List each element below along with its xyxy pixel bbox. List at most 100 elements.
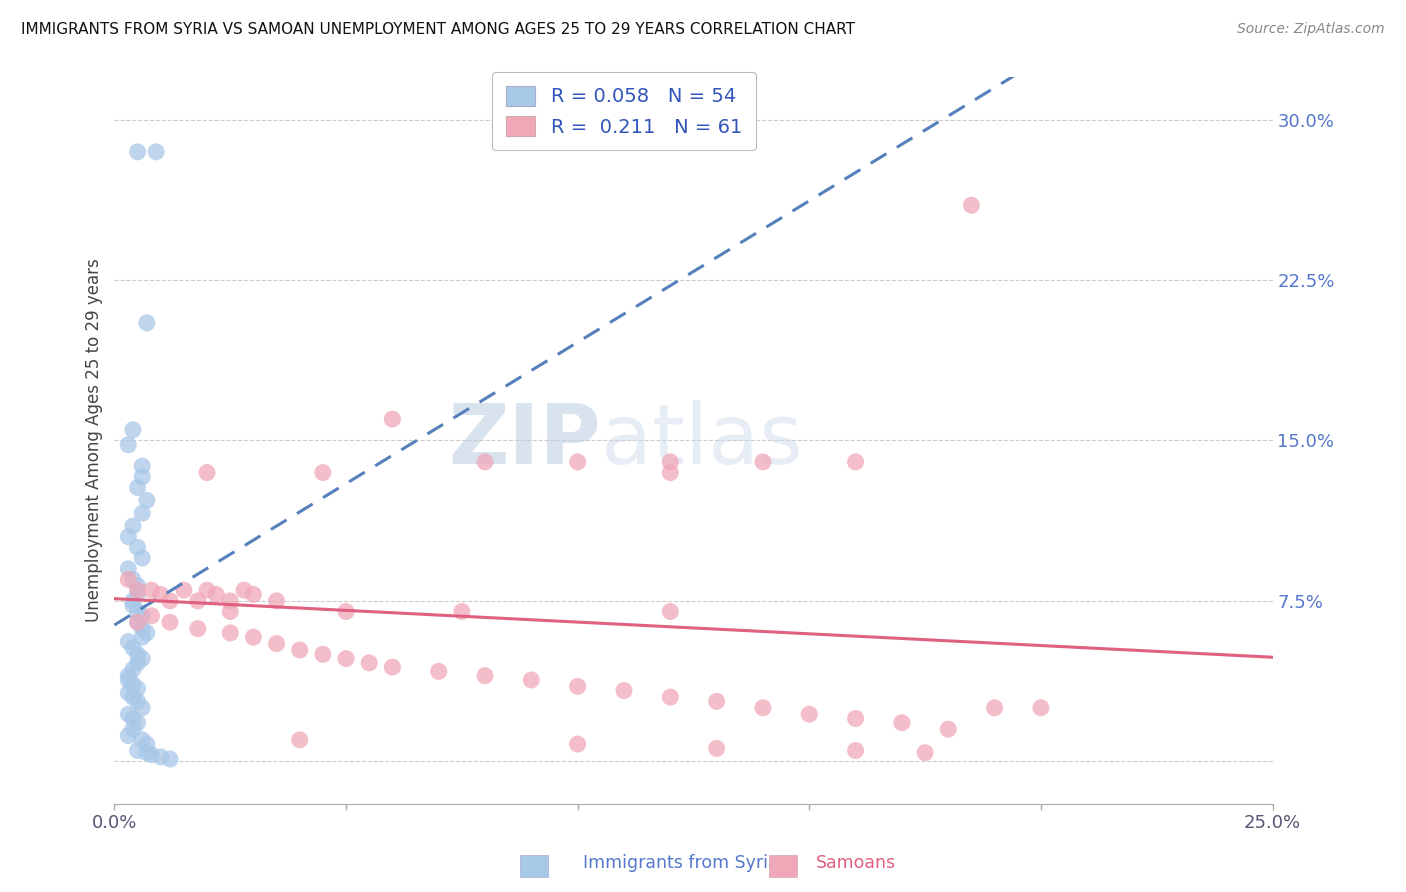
Point <box>127 587 149 601</box>
Point <box>706 741 728 756</box>
Point <box>131 608 153 623</box>
Point <box>613 683 636 698</box>
Point <box>427 665 450 679</box>
Y-axis label: Unemployment Among Ages 25 to 29 years: Unemployment Among Ages 25 to 29 years <box>86 259 103 623</box>
Point <box>127 615 149 630</box>
Point <box>131 700 153 714</box>
Text: IMMIGRANTS FROM SYRIA VS SAMOAN UNEMPLOYMENT AMONG AGES 25 TO 29 YEARS CORRELATI: IMMIGRANTS FROM SYRIA VS SAMOAN UNEMPLOY… <box>21 22 855 37</box>
Point <box>122 677 145 691</box>
Point <box>520 673 543 687</box>
Point <box>195 583 218 598</box>
Point <box>381 412 404 426</box>
Point <box>127 615 149 630</box>
Point <box>122 722 145 736</box>
Point <box>312 466 335 480</box>
Point <box>141 747 163 762</box>
Point <box>127 481 149 495</box>
Point <box>131 651 153 665</box>
Point <box>219 605 242 619</box>
Point <box>117 686 139 700</box>
Point <box>983 700 1005 714</box>
Point <box>117 669 139 683</box>
Point <box>135 626 157 640</box>
Point <box>288 732 311 747</box>
Point <box>127 715 149 730</box>
Point <box>117 673 139 687</box>
Point <box>936 722 959 736</box>
Point <box>173 583 195 598</box>
Text: Source: ZipAtlas.com: Source: ZipAtlas.com <box>1237 22 1385 37</box>
Point <box>122 598 145 612</box>
Point <box>127 583 149 598</box>
Point <box>266 594 288 608</box>
Point <box>117 634 139 648</box>
Point <box>149 587 172 601</box>
Point <box>122 519 145 533</box>
Text: atlas: atlas <box>600 400 803 481</box>
Point <box>659 605 682 619</box>
Point <box>1029 700 1052 714</box>
Point <box>131 459 153 474</box>
Point <box>127 681 149 696</box>
Point <box>131 470 153 484</box>
Point <box>187 594 209 608</box>
Point <box>122 573 145 587</box>
Point <box>335 605 357 619</box>
Point <box>567 679 589 693</box>
Point <box>242 587 264 601</box>
Point <box>127 541 149 555</box>
Point <box>131 630 153 644</box>
Point <box>659 690 682 704</box>
Point <box>135 746 157 760</box>
Point <box>567 455 589 469</box>
Point <box>122 640 145 655</box>
Point <box>127 605 149 619</box>
Point <box>127 656 149 670</box>
Point <box>127 579 149 593</box>
Text: Samoans: Samoans <box>815 855 896 872</box>
Point <box>159 752 181 766</box>
Point <box>266 637 288 651</box>
Point <box>117 562 139 576</box>
Point <box>752 700 775 714</box>
Point <box>359 656 381 670</box>
Point <box>567 737 589 751</box>
Point <box>335 651 357 665</box>
Point <box>135 493 157 508</box>
Point <box>127 743 149 757</box>
Point <box>312 648 335 662</box>
Point <box>141 608 163 623</box>
Legend: R = 0.058   N = 54, R =  0.211   N = 61: R = 0.058 N = 54, R = 0.211 N = 61 <box>492 72 755 150</box>
Point <box>127 648 149 662</box>
Point <box>145 145 167 159</box>
Point <box>117 530 139 544</box>
Point <box>135 316 157 330</box>
Point <box>659 466 682 480</box>
Point <box>219 626 242 640</box>
Point <box>474 455 496 469</box>
Point <box>122 662 145 676</box>
Point <box>845 743 868 757</box>
Point <box>131 506 153 520</box>
Point <box>131 732 153 747</box>
Point <box>127 694 149 708</box>
Point <box>474 669 496 683</box>
Point <box>122 594 145 608</box>
Point <box>706 694 728 708</box>
Text: Immigrants from Syria: Immigrants from Syria <box>583 855 779 872</box>
Point <box>205 587 228 601</box>
Point <box>117 573 139 587</box>
Point <box>122 690 145 704</box>
Point <box>117 438 139 452</box>
Point <box>288 643 311 657</box>
Point <box>122 711 145 725</box>
Point <box>159 615 181 630</box>
Point <box>960 198 983 212</box>
Point <box>659 455 682 469</box>
Point <box>117 707 139 722</box>
Point <box>752 455 775 469</box>
Point <box>845 711 868 725</box>
Point <box>233 583 256 598</box>
Point <box>117 729 139 743</box>
Point <box>914 746 936 760</box>
